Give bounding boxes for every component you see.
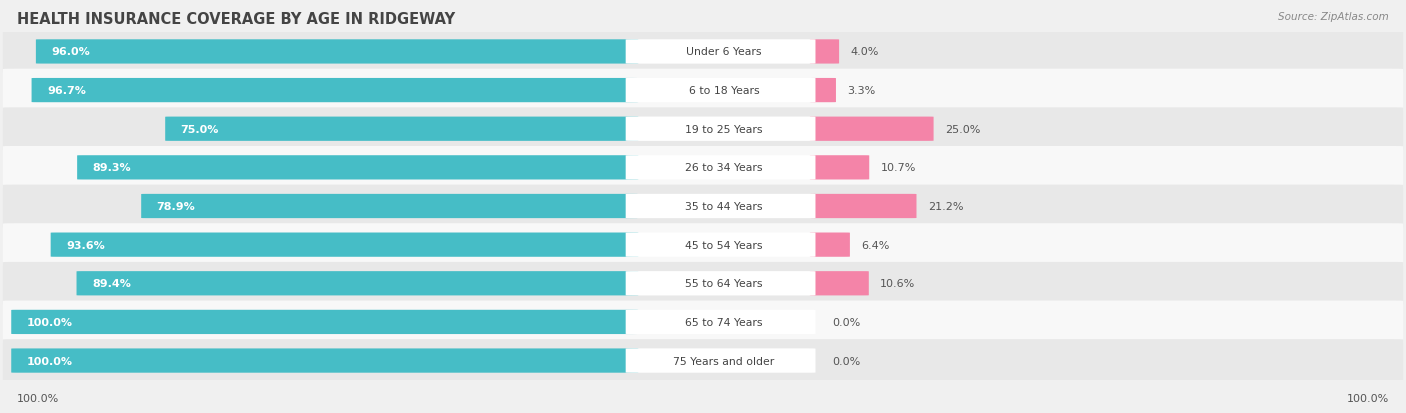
Text: 6 to 18 Years: 6 to 18 Years (689, 86, 759, 96)
Text: 35 to 44 Years: 35 to 44 Years (685, 202, 763, 211)
Text: HEALTH INSURANCE COVERAGE BY AGE IN RIDGEWAY: HEALTH INSURANCE COVERAGE BY AGE IN RIDG… (17, 12, 456, 27)
FancyBboxPatch shape (3, 224, 1403, 266)
FancyBboxPatch shape (810, 40, 839, 64)
Text: 96.0%: 96.0% (52, 47, 90, 57)
Text: 100.0%: 100.0% (1347, 393, 1389, 403)
Text: Source: ZipAtlas.com: Source: ZipAtlas.com (1278, 12, 1389, 22)
Text: 10.7%: 10.7% (880, 163, 915, 173)
Text: 75.0%: 75.0% (180, 124, 219, 134)
FancyBboxPatch shape (626, 79, 815, 103)
FancyBboxPatch shape (3, 31, 1403, 74)
FancyBboxPatch shape (3, 301, 1403, 344)
FancyBboxPatch shape (11, 310, 638, 334)
Text: 100.0%: 100.0% (27, 356, 73, 366)
FancyBboxPatch shape (3, 69, 1403, 112)
FancyBboxPatch shape (626, 117, 815, 142)
FancyBboxPatch shape (51, 233, 638, 257)
Text: 21.2%: 21.2% (928, 202, 963, 211)
Text: 26 to 34 Years: 26 to 34 Years (685, 163, 763, 173)
FancyBboxPatch shape (3, 108, 1403, 151)
FancyBboxPatch shape (31, 79, 638, 103)
Text: 3.3%: 3.3% (848, 86, 876, 96)
Text: 6.4%: 6.4% (860, 240, 890, 250)
Text: Under 6 Years: Under 6 Years (686, 47, 762, 57)
FancyBboxPatch shape (11, 349, 638, 373)
Text: 0.0%: 0.0% (832, 317, 860, 327)
Text: 4.0%: 4.0% (851, 47, 879, 57)
FancyBboxPatch shape (810, 271, 869, 296)
Text: 10.6%: 10.6% (880, 279, 915, 289)
FancyBboxPatch shape (810, 117, 934, 142)
FancyBboxPatch shape (626, 40, 815, 64)
FancyBboxPatch shape (141, 195, 638, 218)
FancyBboxPatch shape (810, 195, 917, 218)
FancyBboxPatch shape (626, 195, 815, 218)
Text: 55 to 64 Years: 55 to 64 Years (685, 279, 763, 289)
FancyBboxPatch shape (76, 271, 638, 296)
Text: 19 to 25 Years: 19 to 25 Years (685, 124, 763, 134)
FancyBboxPatch shape (3, 262, 1403, 305)
Text: 0.0%: 0.0% (832, 356, 860, 366)
Text: 25.0%: 25.0% (945, 124, 980, 134)
FancyBboxPatch shape (626, 156, 815, 180)
FancyBboxPatch shape (626, 310, 815, 334)
Text: 78.9%: 78.9% (156, 202, 195, 211)
FancyBboxPatch shape (810, 79, 837, 103)
FancyBboxPatch shape (37, 40, 638, 64)
FancyBboxPatch shape (3, 185, 1403, 228)
FancyBboxPatch shape (810, 156, 869, 180)
FancyBboxPatch shape (166, 117, 638, 142)
FancyBboxPatch shape (626, 349, 815, 373)
FancyBboxPatch shape (626, 271, 815, 296)
Text: 45 to 54 Years: 45 to 54 Years (685, 240, 763, 250)
Text: 100.0%: 100.0% (27, 317, 73, 327)
Text: 65 to 74 Years: 65 to 74 Years (685, 317, 763, 327)
Text: 100.0%: 100.0% (17, 393, 59, 403)
FancyBboxPatch shape (3, 339, 1403, 382)
FancyBboxPatch shape (810, 233, 849, 257)
Text: 96.7%: 96.7% (46, 86, 86, 96)
FancyBboxPatch shape (626, 233, 815, 257)
Text: 93.6%: 93.6% (66, 240, 105, 250)
FancyBboxPatch shape (77, 156, 638, 180)
Text: 89.4%: 89.4% (91, 279, 131, 289)
Text: 89.3%: 89.3% (93, 163, 131, 173)
Text: 75 Years and older: 75 Years and older (673, 356, 775, 366)
FancyBboxPatch shape (3, 147, 1403, 189)
